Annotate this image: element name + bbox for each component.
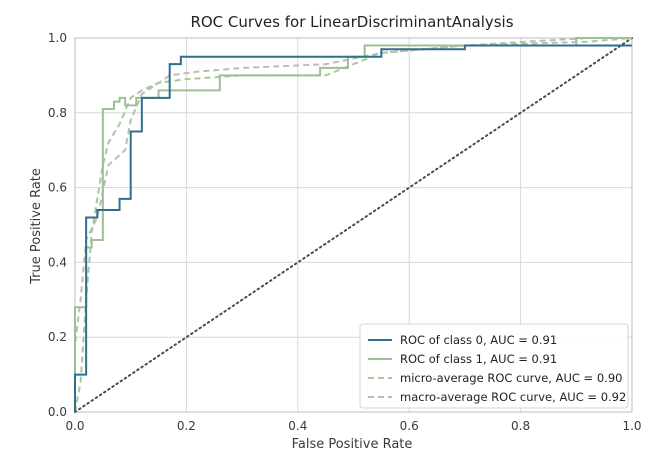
plot-frame xyxy=(74,37,633,413)
series-lines xyxy=(74,37,633,413)
x-tick-label: 0.8 xyxy=(511,419,530,433)
y-tick-label: 0.2 xyxy=(48,330,67,344)
x-tick-label: 0.6 xyxy=(400,419,419,433)
x-axis-title: False Positive Rate xyxy=(292,437,413,452)
x-tick-label: 0.2 xyxy=(177,419,196,433)
x-tick-label: 0.0 xyxy=(65,419,84,433)
roc-series-class0-line xyxy=(74,44,632,412)
grid xyxy=(74,37,633,413)
roc-series-macro-line xyxy=(74,37,633,412)
y-tick-label: 1.0 xyxy=(48,31,67,45)
legend-label-micro: micro-average ROC curve, AUC = 0.90 xyxy=(400,371,622,385)
legend-box xyxy=(359,323,629,409)
legend-items: ROC of class 0, AUC = 0.91 ROC of class 1… xyxy=(368,333,626,404)
y-axis-title: True Positive Rate xyxy=(29,168,44,285)
chart-title: ROC Curves for LinearDiscriminantAnalysi… xyxy=(190,13,513,31)
y-tick-label: 0.4 xyxy=(48,255,67,269)
legend: ROC of class 0, AUC = 0.91 ROC of class 1… xyxy=(359,323,629,409)
x-tick-label: 1.0 xyxy=(622,419,641,433)
x-tick-label: 0.4 xyxy=(288,419,307,433)
legend-label-macro: macro-average ROC curve, AUC = 0.92 xyxy=(400,390,626,404)
y-tick-label: 0.8 xyxy=(48,106,67,120)
legend-label-class1: ROC of class 1, AUC = 0.91 xyxy=(400,352,557,366)
y-tick-label: 0.0 xyxy=(48,405,67,419)
tick-labels: 0.0 0.2 0.4 0.6 0.8 1.0 0.0 0.2 0.4 0.6 0.8 1.0 xyxy=(48,31,642,433)
chance-diagonal-line xyxy=(74,37,633,413)
legend-label-class0: ROC of class 0, AUC = 0.91 xyxy=(400,333,557,347)
y-tick-label: 0.6 xyxy=(48,181,67,195)
